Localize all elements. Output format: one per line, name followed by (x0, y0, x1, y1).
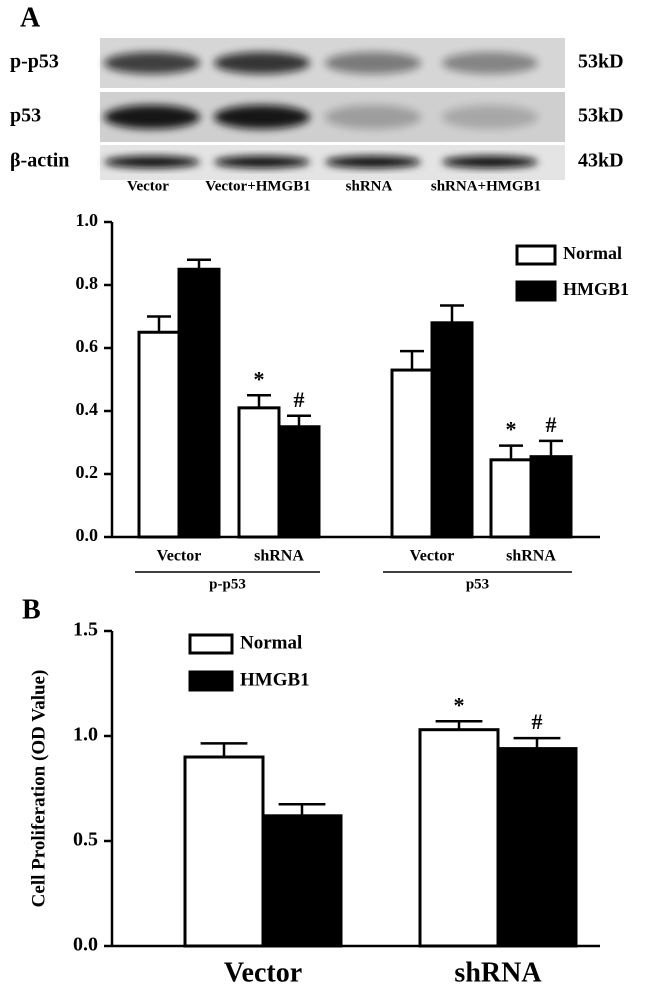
y-axis-label: Cell Proliferation (OD Value) (28, 670, 49, 908)
x-tick-label: shRNA (454, 957, 542, 988)
blot-band (214, 52, 310, 74)
blot-size-label: 53kD (578, 51, 624, 73)
y-tick-label: 0.4 (76, 399, 99, 419)
x-tick-label: Vector (410, 548, 455, 565)
panel-label: B (22, 594, 41, 625)
y-tick-label: 1.0 (76, 210, 99, 230)
blot-row-label: p53 (10, 105, 41, 127)
x-tick-label: Vector (157, 548, 202, 565)
legend-label: HMGB1 (563, 279, 629, 299)
x-tick-label: shRNA (506, 548, 556, 565)
blot-band (104, 52, 200, 74)
group-label: p53 (466, 576, 489, 592)
blot-band (104, 156, 200, 168)
panel-label: A (20, 2, 41, 33)
y-tick-label: 0.8 (76, 273, 99, 293)
y-tick-label: 0.6 (76, 336, 99, 356)
legend-label: Normal (563, 243, 622, 263)
bar (430, 321, 474, 539)
blot-band (214, 156, 310, 168)
legend-label: HMGB1 (240, 669, 310, 690)
blot-band (442, 156, 538, 168)
blot-band (442, 105, 538, 129)
lane-label: Vector+HMGB1 (205, 178, 310, 194)
blot-band (325, 105, 421, 129)
blot-band (442, 52, 538, 74)
significance-marker: * (454, 692, 465, 717)
blot-row-label: p-p53 (10, 51, 59, 73)
legend-label: Normal (240, 632, 302, 653)
y-tick-label: 1.5 (73, 619, 98, 641)
significance-marker: # (532, 709, 543, 734)
blot-row-label: β-actin (10, 150, 69, 172)
legend-swatch (188, 633, 234, 655)
lane-label: Vector (127, 178, 169, 194)
x-tick-label: Vector (224, 957, 302, 988)
blot-size-label: 43kD (578, 150, 624, 172)
lane-label: shRNA+HMGB1 (431, 178, 541, 194)
bar (390, 368, 434, 539)
blot-band (214, 105, 310, 129)
significance-marker: * (506, 417, 517, 442)
blot-size-label: 53kD (578, 105, 624, 127)
significance-marker: * (254, 366, 265, 391)
bar (137, 330, 181, 539)
blot-band (104, 105, 200, 129)
significance-marker: # (546, 412, 557, 437)
bar (496, 747, 578, 948)
bar (418, 728, 500, 948)
bar (529, 455, 573, 539)
blot-band (325, 156, 421, 168)
y-tick-label: 0.0 (76, 525, 99, 545)
y-tick-label: 1.0 (73, 724, 98, 746)
bar (183, 755, 265, 948)
significance-marker: # (294, 387, 305, 412)
x-tick-label: shRNA (254, 548, 304, 565)
legend-swatch (515, 280, 557, 302)
y-tick-label: 0.2 (76, 462, 99, 482)
bar (177, 267, 221, 539)
bar (277, 425, 321, 539)
y-tick-label: 0.0 (73, 934, 98, 956)
group-label: p-p53 (209, 576, 246, 592)
blot-band (325, 52, 421, 74)
legend-swatch (188, 670, 234, 692)
bar (237, 406, 281, 539)
y-tick-label: 0.5 (73, 829, 98, 851)
legend-swatch (515, 244, 557, 266)
bar (261, 814, 343, 948)
bar (489, 458, 533, 539)
lane-label: shRNA (346, 178, 393, 194)
